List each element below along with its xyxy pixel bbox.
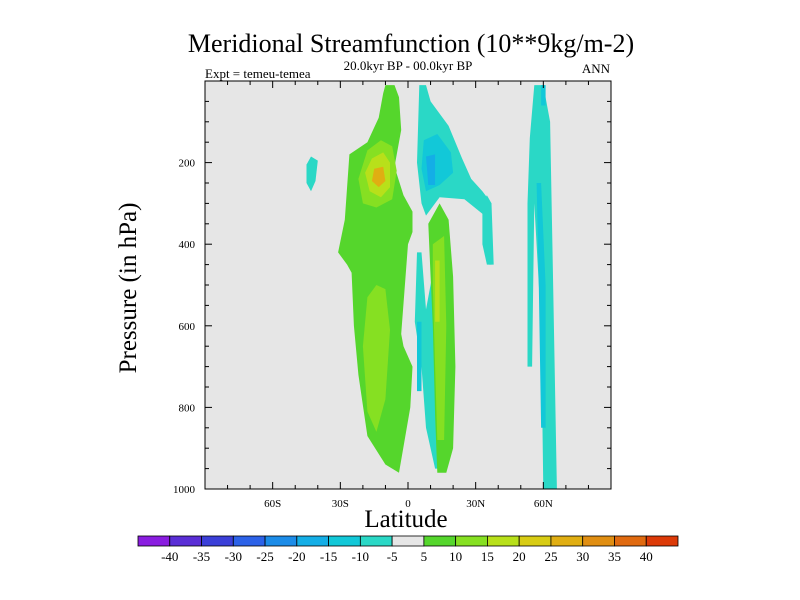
contour-nh-high-lat-tip	[541, 85, 546, 106]
colorbar-label: 5	[421, 549, 428, 564]
colorbar-label: -5	[387, 549, 398, 564]
colorbar-swatch	[455, 535, 488, 547]
colorbar-label: -35	[193, 549, 210, 564]
y-tick-label: 1000	[173, 484, 196, 496]
colorbar-swatch	[614, 535, 647, 547]
colorbar-swatch	[645, 535, 679, 547]
colorbar-label: 30	[576, 549, 589, 564]
y-tick-label: 400	[179, 239, 196, 251]
x-tick-label: 30S	[332, 498, 349, 510]
colorbar-swatch	[518, 535, 552, 547]
colorbar-label: 10	[449, 549, 462, 564]
contour-fills	[306, 85, 557, 489]
contour-tropical-neg-upper	[417, 85, 494, 265]
chart-subtitle: 20.0kyr BP - 00.0kyr BP	[344, 58, 473, 73]
colorbar-swatch	[328, 535, 361, 547]
y-tick-label: 800	[179, 402, 196, 414]
colorbar-swatch	[201, 535, 234, 547]
colorbar-swatch	[137, 535, 171, 547]
y-axis-ticks: 200 400 600 800 1000	[173, 100, 611, 496]
colorbar-label: -25	[256, 549, 273, 564]
colorbar-label: -10	[352, 549, 369, 564]
colorbar-swatch	[264, 535, 298, 547]
chart-title: Meridional Streamfunction (10**9kg/m-2)	[188, 29, 634, 58]
colorbar-swatch	[487, 535, 520, 547]
colorbar-swatch	[550, 535, 584, 547]
x-tick-label: 60S	[264, 498, 281, 510]
experiment-label: Expt = temeu-temea	[205, 66, 311, 81]
x-tick-label: 60N	[534, 498, 553, 510]
contour-tropical-neg-core	[426, 154, 436, 185]
colorbar-label: 25	[544, 549, 557, 564]
contour-sh-pos-lower-inner	[362, 285, 390, 432]
colorbar-swatch	[359, 535, 393, 547]
contour-tropical-neg-lower-inner	[417, 321, 422, 392]
x-axis-label: Latitude	[364, 506, 447, 533]
season-label: ANN	[582, 61, 611, 76]
colorbar-swatch	[391, 535, 425, 547]
contour-tropical-pos-nh-core	[435, 260, 440, 322]
plot-area: 200 400 600 800 1000 60S 30S 0 30N 60N	[173, 80, 612, 510]
colorbar-swatch	[232, 535, 266, 547]
colorbar-swatch	[582, 535, 615, 547]
contour-nh-high-lat-core	[536, 183, 546, 428]
colorbar-label: -15	[320, 549, 337, 564]
colorbar-swatch	[296, 535, 329, 547]
contour-nh-stripe-outer	[482, 195, 492, 265]
contour-sh-pos-upper-core	[371, 166, 386, 188]
y-tick-label: 200	[179, 158, 196, 170]
colorbar: -40 -35 -30 -25 -20 -15 -10 -5 5 10 15 20 25 30 35 40	[137, 535, 679, 564]
colorbar-label: -30	[225, 549, 242, 564]
y-tick-label: 600	[179, 321, 196, 333]
contour-sh-midlat-blob	[306, 156, 318, 192]
colorbar-label: 20	[513, 549, 526, 564]
colorbar-label: 35	[608, 549, 621, 564]
x-axis-ticks: 60S 30S 0 30N 60N	[227, 81, 589, 510]
y-axis-label: Pressure (in hPa)	[115, 203, 142, 374]
x-tick-label: 0	[405, 498, 411, 510]
colorbar-swatch	[169, 535, 202, 547]
colorbar-label: 15	[481, 549, 494, 564]
colorbar-label: -40	[161, 549, 178, 564]
x-tick-label: 30N	[466, 498, 485, 510]
colorbar-label: 40	[640, 549, 653, 564]
colorbar-swatch	[423, 535, 457, 547]
colorbar-label: -20	[288, 549, 305, 564]
